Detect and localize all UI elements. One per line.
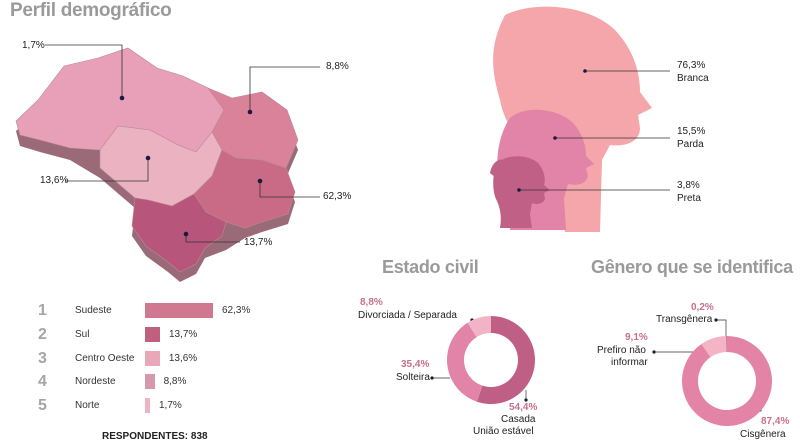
dot-prefiro — [652, 350, 656, 354]
rank-name: Sudeste — [75, 305, 112, 316]
genero-value-prefiro: 9,1% — [625, 332, 648, 343]
dot-branca — [583, 69, 587, 73]
raca-value-preta: 3,8% — [677, 180, 700, 191]
rank-value: 13,7% — [168, 329, 198, 340]
dot-sul — [183, 231, 189, 237]
rank-bar — [145, 398, 150, 413]
respondentes-count: RESPONDENTES: 838 — [102, 431, 208, 442]
map-label-centro-oeste: 13,6% — [40, 175, 69, 186]
rank-bar — [145, 351, 160, 366]
genero-label-prefiro: Prefiro não — [597, 345, 646, 356]
genero-label-cisgenera: Cisgênera — [740, 429, 786, 440]
dot-casada — [524, 398, 528, 402]
donut-estado-civil — [446, 316, 535, 404]
estado-label-casada: Casada — [501, 414, 536, 425]
rank-number: 1 — [38, 302, 47, 319]
rank-bar — [145, 327, 160, 342]
genero-value-cisgenera: 87,4% — [761, 416, 790, 427]
genero-label-transgenera: Transgênera — [656, 314, 713, 325]
rank-value: 13,6% — [168, 353, 198, 364]
leader-sudeste — [259, 181, 320, 198]
dot-parda — [553, 136, 557, 140]
estado-label-casada-2: União estável — [473, 426, 534, 437]
genero-title: Gênero que se identifica — [591, 257, 793, 277]
raca-value-parda: 15,5% — [677, 126, 706, 137]
raca-label-preta: Preta — [677, 193, 701, 204]
donut-genero — [682, 336, 772, 427]
map-label-norte: 1,7% — [22, 40, 45, 51]
map-sul — [131, 193, 227, 273]
rank-value: 8,8% — [163, 376, 187, 387]
rank-bar — [145, 303, 213, 318]
rank-number: 2 — [38, 326, 47, 343]
silhouettes — [490, 6, 670, 232]
dot-solteira — [430, 376, 434, 380]
rank-name: Nordeste — [75, 376, 116, 387]
estado-civil-slice-1 — [446, 322, 483, 402]
rank-bar — [145, 374, 155, 389]
dot-preta — [517, 188, 521, 192]
estado-civil-slice-0 — [476, 316, 535, 404]
leader-norte — [45, 44, 123, 98]
genero-slice-2 — [726, 336, 727, 353]
leader-nordeste — [249, 66, 320, 112]
estado-label-divorciada: Divorciada / Separada — [358, 310, 457, 321]
raca-value-branca: 76,3% — [677, 60, 706, 71]
leader-sul — [185, 234, 240, 243]
rank-value: 1,7% — [159, 400, 182, 411]
brazil-map — [15, 44, 320, 282]
estado-value-casada: 54,4% — [509, 402, 538, 413]
estado-value-divorciada: 8,8% — [360, 297, 383, 308]
dot-sudeste — [257, 178, 263, 184]
genero-label-prefiro-2: informar — [611, 357, 648, 368]
dot-centro-oeste — [145, 155, 151, 161]
dot-nordeste — [247, 109, 253, 115]
silhouette-preta — [490, 156, 550, 228]
map-label-sudeste: 62,3% — [323, 191, 352, 202]
estado-civil-title: Estado civil — [382, 257, 479, 277]
genero-slice-1 — [701, 336, 727, 358]
leader-transgenera — [716, 319, 727, 342]
raca-label-branca: Branca — [677, 73, 709, 84]
rank-value: 62,3% — [222, 305, 251, 316]
rank-number: 4 — [38, 373, 47, 390]
map-label-nordeste: 8,8% — [326, 61, 349, 72]
genero-value-transgenera: 0,2% — [691, 302, 714, 313]
rank-number: 5 — [38, 397, 47, 414]
genero-slice-0 — [682, 336, 772, 427]
rank-name: Norte — [75, 400, 100, 411]
dot-transgenera — [714, 318, 718, 322]
silhouette-branca — [493, 6, 652, 232]
estado-value-solteira: 35,4% — [401, 359, 430, 370]
estado-label-solteira: Solteira — [396, 372, 430, 383]
page-title: Perfil demográfico — [10, 0, 172, 21]
estado-civil-slice-2 — [467, 316, 491, 338]
dot-norte — [119, 95, 125, 101]
raca-label-parda: Parda — [677, 139, 704, 150]
rank-name: Centro Oeste — [75, 353, 135, 364]
rank-name: Sul — [75, 329, 90, 340]
map-label-sul: 13,7% — [244, 237, 273, 248]
leader-centro-oeste — [65, 158, 149, 182]
rank-number: 3 — [38, 350, 47, 367]
